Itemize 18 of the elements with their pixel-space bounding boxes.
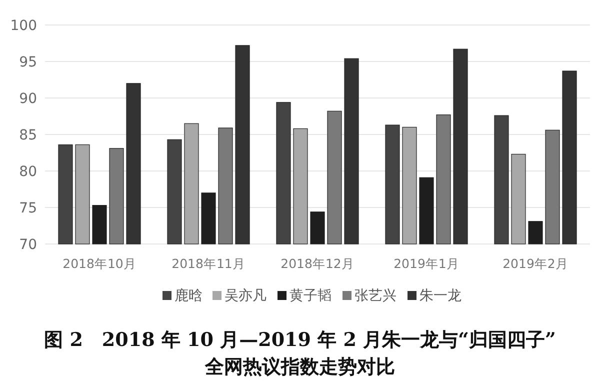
y-tick-label: 100 (10, 18, 37, 34)
text: 图 2 2018 年 10 月—2019 年 2 月朱一龙与“归国四子”全网热议指数走势对比 (44, 329, 556, 378)
y-tick-label: 85 (19, 128, 37, 144)
y-tick-label: 95 (19, 54, 37, 70)
y-tick-label: 90 (19, 91, 37, 107)
x-tick-label: 2019年2月 (502, 256, 568, 271)
legend-label: 鹿晗 (174, 288, 202, 304)
legend-label: 黄子韬 (290, 288, 332, 304)
y-tick-label: 80 (19, 164, 37, 180)
legend-label: 吴亦凡 (224, 288, 266, 304)
x-tick-label: 2018年11月 (172, 256, 246, 271)
x-tick-label: 2019年1月 (394, 256, 460, 271)
legend-label: 朱一龙 (420, 288, 462, 304)
x-tick-label: 2018年10月 (62, 256, 136, 271)
legend-label: 张艺兴 (354, 288, 396, 304)
y-tick-label: 70 (19, 237, 37, 253)
x-tick-label: 2018年12月 (280, 256, 354, 271)
y-tick-label: 75 (19, 200, 37, 216)
